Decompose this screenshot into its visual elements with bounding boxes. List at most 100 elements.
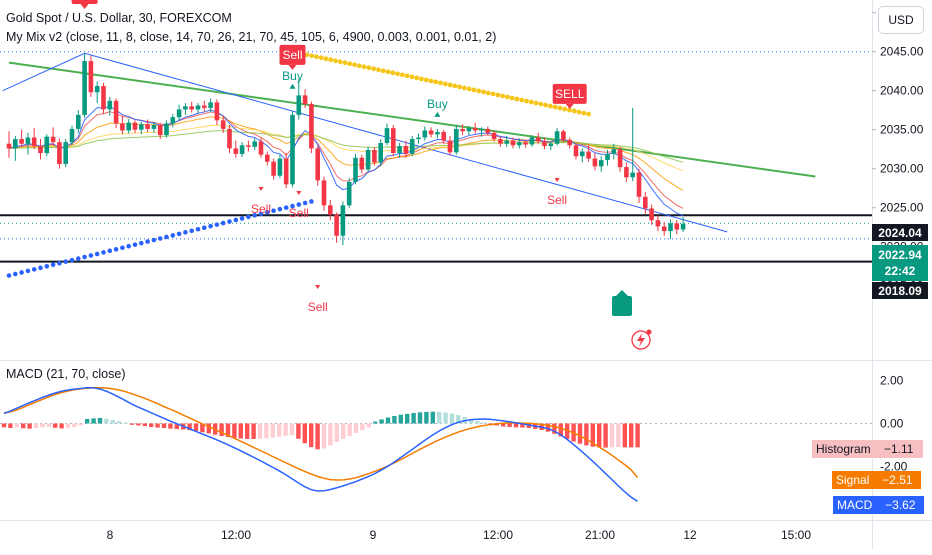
trendline-dot: [290, 203, 295, 209]
trendline-dot: [120, 245, 125, 251]
histogram-bar: [129, 423, 135, 425]
histogram-bar: [78, 423, 83, 426]
trendline-dot: [195, 226, 201, 232]
histogram-bar: [373, 421, 378, 424]
lightning-icon-bolt: [637, 333, 645, 347]
candle-body: [592, 158, 598, 167]
candle-body: [50, 136, 56, 143]
candle-body: [101, 86, 106, 110]
parabolic-dot: [466, 86, 472, 92]
histogram-bar: [123, 422, 128, 424]
sell-signal-label: Sell: [251, 202, 271, 216]
trendline-dot: [265, 209, 270, 215]
histogram-bar: [270, 423, 275, 438]
candle-body: [548, 143, 554, 147]
candle-body: [491, 132, 497, 140]
trendline-dot: [63, 259, 68, 264]
histogram-bar: [219, 423, 224, 436]
candle-body: [164, 123, 169, 136]
parabolic-dot: [423, 77, 429, 83]
candle-body: [668, 223, 673, 232]
trendline-dot: [164, 234, 169, 240]
trendline-dot: [157, 236, 163, 241]
histogram-bar: [469, 419, 474, 424]
trendline-dot: [176, 231, 182, 237]
macd-axis-tick-label: -2.00: [880, 460, 908, 474]
candle-body: [542, 141, 547, 147]
price-axis-tick-label: 2030.00: [880, 162, 924, 176]
trendline-dot: [69, 257, 75, 263]
candle-body: [214, 102, 220, 121]
histogram-bar: [603, 423, 608, 448]
parabolic-dot: [476, 88, 482, 94]
histogram-bar: [622, 423, 627, 448]
lightning-icon[interactable]: [631, 329, 652, 350]
candle-body: [353, 157, 358, 182]
histogram-bar: [481, 422, 487, 424]
macd-title: MACD (21, 70, close): [6, 367, 125, 381]
parabolic-dot: [395, 71, 400, 77]
histogram-bar: [616, 423, 621, 448]
histogram-bar: [225, 423, 231, 438]
histogram-bar: [565, 423, 570, 439]
candle-body: [25, 137, 31, 144]
legend-signal-value: −2.51: [873, 471, 922, 489]
parabolic-dot: [562, 106, 568, 112]
candle-body: [334, 214, 339, 236]
signal-box-label: SELL: [555, 87, 585, 101]
trendline-dot: [202, 225, 207, 231]
histogram-bar: [53, 423, 58, 428]
parabolic-dot: [328, 57, 334, 63]
candle-body: [517, 142, 522, 146]
macd-title-text: MACD (21, 70, close): [6, 367, 126, 381]
currency-button[interactable]: USD: [878, 6, 924, 34]
candle-body: [460, 128, 465, 132]
histogram-bar: [97, 417, 103, 424]
histogram-bar: [174, 423, 179, 430]
candle-body: [302, 95, 308, 104]
histogram-bar: [104, 418, 109, 424]
parabolic-dot: [471, 87, 477, 93]
trendline-dot: [246, 214, 251, 220]
buy-signal-label: Buy: [282, 69, 303, 83]
signal-box: [71, 0, 98, 4]
signal-box: [552, 83, 587, 104]
time-axis-tick-label: 12:00: [483, 528, 513, 542]
trendline-dot: [132, 242, 138, 247]
time-axis-tick-label: 15:00: [781, 528, 811, 542]
parabolic-dot: [438, 80, 443, 86]
macd-axis-tick-label: 0.00: [880, 417, 904, 431]
histogram-bar: [200, 423, 205, 433]
candle-body: [139, 124, 144, 130]
candle-body: [624, 167, 629, 178]
trendline-dot: [94, 251, 100, 257]
candle-body: [472, 128, 478, 131]
trendline-dot: [277, 206, 283, 212]
parabolic-dot: [356, 63, 362, 69]
parabolic-dot: [485, 90, 491, 96]
histogram-bar: [302, 423, 307, 444]
parabolic-dot: [567, 107, 572, 113]
histogram-bar: [309, 423, 314, 448]
histogram-bar: [14, 423, 19, 428]
histogram-bar: [193, 423, 199, 432]
candle-body: [271, 161, 276, 176]
candle-body: [397, 146, 402, 154]
signal-line: [3, 387, 639, 481]
histogram-bar: [392, 415, 397, 424]
histogram-bar: [321, 423, 327, 449]
parabolic-dot: [576, 109, 582, 115]
parabolic-dot: [376, 67, 381, 73]
candle-body: [315, 148, 320, 181]
histogram-bar: [584, 423, 589, 446]
candle-body: [220, 120, 226, 129]
parabolic-dot: [490, 91, 496, 97]
histogram-bar: [411, 412, 416, 424]
candle-body: [290, 114, 295, 185]
parabolic-dot: [337, 59, 343, 65]
parabolic-dot: [505, 94, 510, 100]
trendline-dot: [145, 239, 150, 244]
candle-body: [498, 139, 503, 144]
